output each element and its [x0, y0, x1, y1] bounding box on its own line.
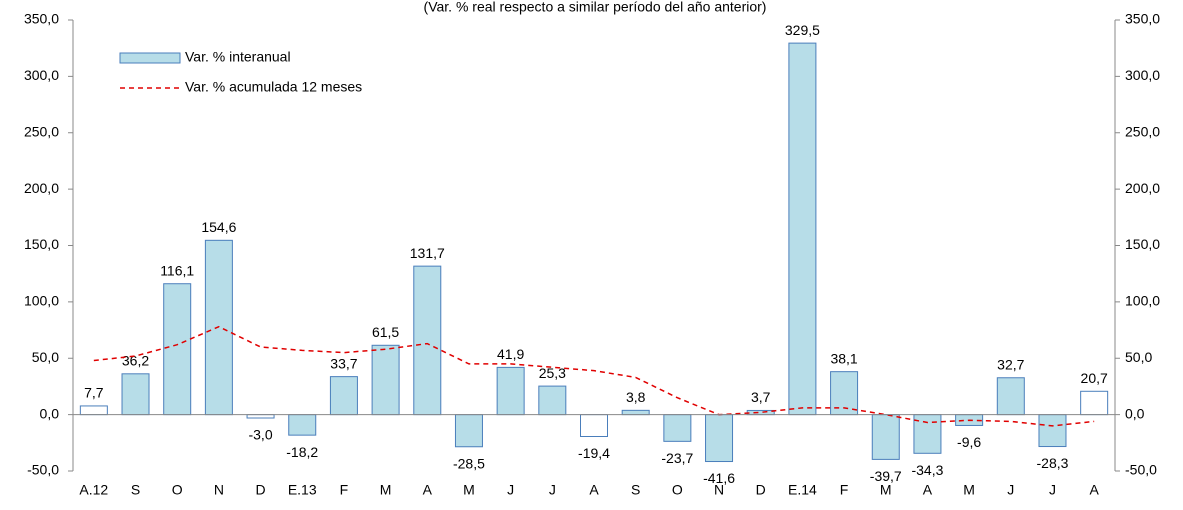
value-label: 329,5	[785, 22, 820, 38]
x-tick-label: D	[756, 482, 766, 498]
bar	[580, 414, 608, 437]
y2-tick-label: 100,0	[1125, 293, 1160, 309]
y2-tick-label: -50,0	[1125, 462, 1157, 478]
y2-tick-label: 300,0	[1125, 67, 1160, 83]
x-tick-label: O	[672, 482, 683, 498]
value-label: -34,3	[911, 462, 943, 478]
value-label: 33,7	[330, 355, 357, 371]
value-label: 116,1	[160, 262, 194, 278]
y2-tick-label: 250,0	[1125, 123, 1160, 139]
y-tick-label: 350,0	[24, 11, 59, 27]
x-tick-label: F	[340, 482, 349, 498]
bar	[246, 414, 275, 419]
x-tick-label: M	[380, 482, 392, 498]
y-tick-label: 300,0	[24, 67, 59, 83]
bar	[454, 414, 483, 448]
bar	[79, 405, 108, 416]
x-tick-label: F	[840, 482, 849, 498]
legend-label: Var. % acumulada 12 meses	[185, 79, 362, 95]
x-tick-label: S	[131, 482, 140, 498]
value-label: 25,3	[539, 365, 566, 381]
x-tick-label: M	[880, 482, 892, 498]
bar	[746, 409, 775, 416]
line	[93, 325, 1095, 427]
x-tick-label: M	[963, 482, 975, 498]
y-tick-label: 200,0	[24, 180, 59, 196]
y-tick-label: 250,0	[24, 123, 59, 139]
legend-label: Var. % interanual	[185, 49, 291, 65]
bar	[1038, 414, 1067, 448]
value-label: -3,0	[248, 427, 272, 443]
y-tick-label: 0,0	[40, 405, 60, 421]
bar	[663, 414, 692, 442]
x-tick-label: D	[255, 482, 265, 498]
bar	[288, 414, 317, 436]
bar	[1080, 390, 1109, 416]
value-label: 131,7	[410, 245, 445, 261]
bar	[371, 344, 400, 416]
y2-tick-label: 50,0	[1125, 349, 1152, 365]
x-tick-label: A	[589, 482, 599, 498]
value-label: 3,7	[751, 389, 771, 405]
x-tick-label: A	[423, 482, 433, 498]
value-label: -9,6	[957, 434, 981, 450]
bar	[996, 377, 1025, 416]
x-tick-label: J	[507, 482, 514, 498]
bar	[621, 409, 650, 416]
x-tick-label: J	[1007, 482, 1014, 498]
y-tick-label: 50,0	[32, 349, 59, 365]
value-label: 38,1	[830, 350, 857, 366]
value-label: -19,4	[578, 445, 610, 461]
y2-tick-label: 350,0	[1125, 11, 1160, 27]
value-label: 32,7	[997, 356, 1024, 372]
y2-tick-label: 150,0	[1125, 236, 1160, 252]
bar	[496, 366, 525, 416]
y-tick-label: -50,0	[27, 462, 59, 478]
bar	[121, 373, 150, 416]
value-label: -41,6	[703, 470, 735, 486]
value-label: 41,9	[497, 346, 524, 362]
y-tick-label: 150,0	[24, 236, 59, 252]
bar	[329, 376, 358, 416]
value-label: 61,5	[372, 324, 399, 340]
x-tick-label: E.13	[288, 482, 317, 498]
bar	[705, 414, 734, 463]
value-label: 3,8	[626, 389, 646, 405]
value-label: 7,7	[84, 385, 104, 401]
x-tick-label: N	[214, 482, 224, 498]
value-label: -28,3	[1037, 455, 1069, 471]
value-label: 20,7	[1081, 370, 1108, 386]
value-label: -23,7	[661, 450, 693, 466]
x-tick-label: J	[1049, 482, 1056, 498]
value-label: -39,7	[870, 468, 902, 484]
bar	[788, 42, 817, 416]
x-tick-label: A	[1089, 482, 1099, 498]
value-label: -28,5	[453, 455, 485, 471]
x-tick-label: O	[172, 482, 183, 498]
y-tick-label: 100,0	[24, 293, 59, 309]
bar	[871, 414, 900, 460]
bar	[538, 385, 567, 416]
x-tick-label: S	[631, 482, 640, 498]
x-tick-label: J	[549, 482, 556, 498]
x-tick-label: N	[714, 482, 724, 498]
value-label: 154,6	[201, 219, 236, 235]
value-label: 36,2	[122, 353, 149, 369]
bar	[413, 265, 442, 416]
x-tick-label: A.12	[79, 482, 108, 498]
x-tick-label: E.14	[788, 482, 817, 498]
bar	[163, 283, 192, 416]
x-tick-label: A	[923, 482, 933, 498]
x-tick-label: M	[463, 482, 475, 498]
legend-swatch	[119, 52, 181, 64]
y2-tick-label: 0,0	[1125, 405, 1145, 421]
y2-tick-label: 200,0	[1125, 180, 1160, 196]
value-label: -18,2	[286, 444, 318, 460]
chart-subtitle: (Var. % real respecto a similar período …	[424, 0, 767, 15]
